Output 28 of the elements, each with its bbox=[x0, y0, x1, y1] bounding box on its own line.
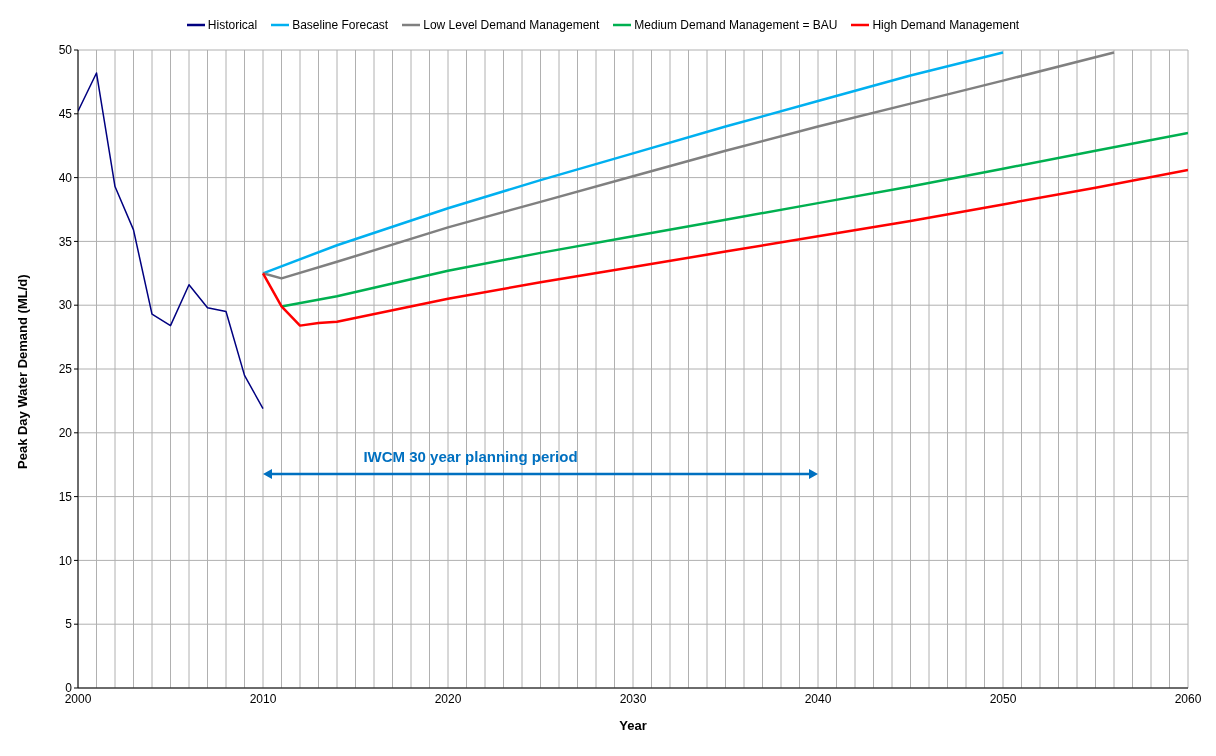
legend-label: Low Level Demand Management bbox=[423, 18, 600, 32]
y-tick-label: 15 bbox=[58, 489, 73, 504]
x-tick-label: 2010 bbox=[249, 691, 277, 706]
y-tick-label: 45 bbox=[58, 107, 73, 122]
legend-label: Baseline Forecast bbox=[292, 18, 389, 32]
x-axis-title: Year bbox=[619, 718, 647, 733]
x-tick-label: 2030 bbox=[619, 691, 647, 706]
y-axis-title: Peak Day Water Demand (ML/d) bbox=[14, 274, 30, 469]
x-tick-label: 2040 bbox=[804, 691, 832, 706]
legend-label: Historical bbox=[207, 18, 258, 32]
y-tick-label: 10 bbox=[58, 553, 73, 568]
y-tick-label: 35 bbox=[58, 234, 73, 249]
line-series bbox=[261, 168, 1188, 327]
x-tick-label: 2050 bbox=[989, 691, 1017, 706]
y-tick-label: 40 bbox=[58, 170, 73, 185]
x-tick-label: 2060 bbox=[1174, 691, 1202, 706]
legend-label: Medium Demand Management = BAU bbox=[634, 18, 838, 32]
y-tick-label: 20 bbox=[58, 426, 73, 441]
y-tick-label: 30 bbox=[58, 298, 73, 313]
annotation: IWCM 30 year planning period bbox=[363, 448, 578, 465]
y-tick-label: 50 bbox=[58, 43, 73, 58]
y-tick-label: 5 bbox=[65, 617, 73, 632]
legend-label: High Demand Management bbox=[872, 18, 1020, 32]
line-series bbox=[78, 72, 264, 410]
y-tick-label: 25 bbox=[58, 362, 73, 377]
x-tick-label: 2020 bbox=[434, 691, 462, 706]
x-tick-label: 2000 bbox=[64, 691, 92, 706]
line-series bbox=[280, 131, 1188, 308]
